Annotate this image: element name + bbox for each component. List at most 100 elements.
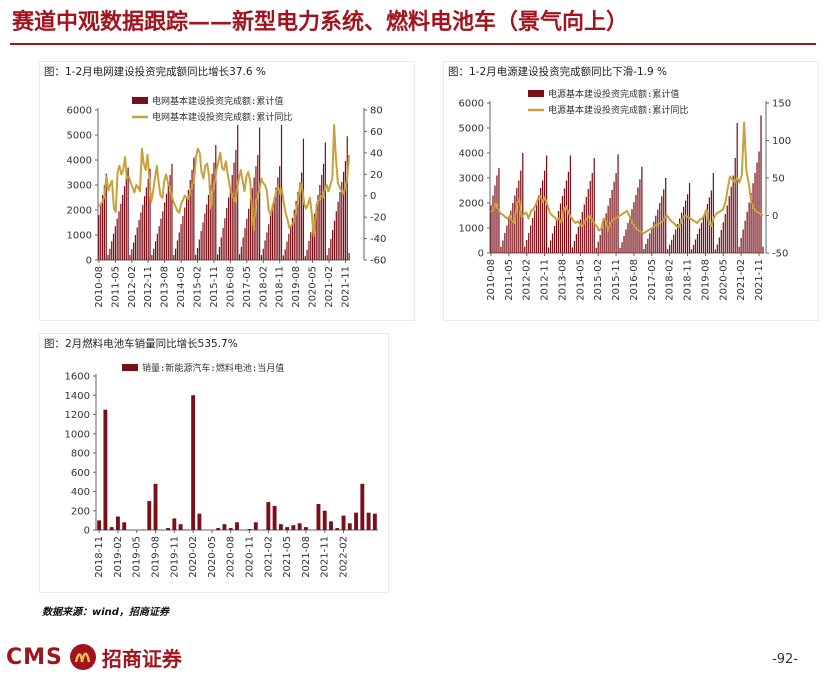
bar [147, 178, 149, 260]
page-number: -92- [772, 652, 798, 667]
cms-ribbon-icon [69, 644, 96, 670]
y2-tick-label: 50 [772, 174, 785, 185]
x-tick-label: 2017-05 [647, 259, 658, 301]
bar [193, 157, 195, 260]
bar [354, 512, 359, 530]
bar [500, 246, 502, 253]
bar [134, 235, 137, 260]
bar [136, 227, 138, 260]
bar [504, 233, 506, 253]
bar [623, 236, 625, 253]
bar [321, 175, 323, 260]
bar [308, 241, 310, 260]
bar [510, 210, 512, 253]
chart-fuel-cell-sales: 0 200 400 600 800 1000 1200 1400 1600 2018-11 2019… [65, 362, 378, 578]
bar [109, 248, 111, 260]
bar [492, 195, 494, 253]
x-tick-label: 2012-11 [143, 266, 154, 308]
y-tick-label: 1600 [65, 372, 90, 383]
bar [635, 195, 637, 253]
logo-cms-text: CMS [6, 644, 63, 670]
x-tick-label: 2018-11 [683, 259, 694, 301]
x-tick-label: 2022-02 [339, 536, 350, 578]
x-tick-label: 2010-08 [94, 266, 105, 308]
bar [631, 209, 633, 253]
bar [118, 211, 120, 260]
bar [297, 192, 299, 260]
bar [524, 246, 526, 253]
bar [166, 528, 171, 530]
legend-line-label: 电网基本建设投资完成额:累计同比 [152, 111, 292, 123]
x-tick-label: 2021-11 [340, 266, 351, 308]
y2-tick-label: -40 [370, 234, 386, 245]
y2-tick-label: -20 [370, 213, 386, 224]
bar [643, 249, 645, 253]
yoy-line [490, 121, 764, 235]
bar [211, 173, 213, 260]
bar [581, 212, 583, 253]
bar [284, 249, 286, 260]
bar [700, 222, 703, 253]
bar [583, 204, 585, 253]
bar [143, 196, 146, 260]
bar [615, 173, 617, 253]
bar [204, 213, 206, 260]
bar [641, 166, 643, 253]
bar [271, 206, 273, 260]
bar [269, 215, 272, 260]
bar [282, 255, 284, 260]
x-tick-label: 2014-05 [575, 259, 586, 301]
bar [231, 175, 233, 260]
bar [671, 239, 673, 253]
bar [694, 239, 697, 253]
y-tick-label: 200 [71, 506, 90, 517]
bar [279, 166, 281, 260]
x-tick-label: 2019-08 [151, 536, 162, 578]
bar [273, 197, 275, 260]
bar [167, 185, 169, 260]
bar [306, 250, 308, 260]
bar [627, 223, 629, 253]
bar [197, 513, 202, 530]
bar [217, 254, 219, 260]
bar [311, 223, 314, 260]
bar [129, 255, 131, 260]
bar [661, 196, 663, 253]
bar [621, 242, 623, 253]
bar [366, 512, 371, 530]
bar [100, 205, 102, 260]
bar [690, 249, 693, 253]
bar [686, 194, 689, 253]
bar [553, 226, 556, 253]
x-tick-label: 2012-02 [127, 266, 138, 308]
y-tick-label: 4000 [67, 156, 92, 167]
bar [518, 180, 520, 253]
bar [639, 179, 641, 253]
bar [528, 233, 530, 253]
bar [291, 218, 294, 260]
bar [116, 218, 118, 260]
bar [288, 234, 290, 260]
bar [651, 227, 653, 253]
bar [264, 240, 266, 260]
bar [332, 230, 334, 260]
bar [344, 161, 347, 260]
legend-bar-swatch [528, 90, 544, 97]
bar [502, 240, 504, 253]
x-tick-label: 2021-05 [282, 536, 293, 578]
bar [522, 153, 524, 253]
bar [169, 175, 171, 260]
page-title: 赛道中观数据跟踪——新型电力系统、燃料电池车（景气向上） [12, 9, 629, 35]
bar [286, 241, 288, 260]
bar [599, 235, 601, 253]
bar [738, 246, 740, 253]
bar [176, 240, 179, 260]
bar [114, 226, 116, 260]
bar [178, 524, 183, 530]
bar [316, 504, 321, 530]
bar [213, 162, 215, 260]
bar [206, 204, 208, 260]
bar [754, 173, 756, 253]
y2-tick-label: 60 [370, 127, 383, 138]
bar [679, 218, 681, 253]
